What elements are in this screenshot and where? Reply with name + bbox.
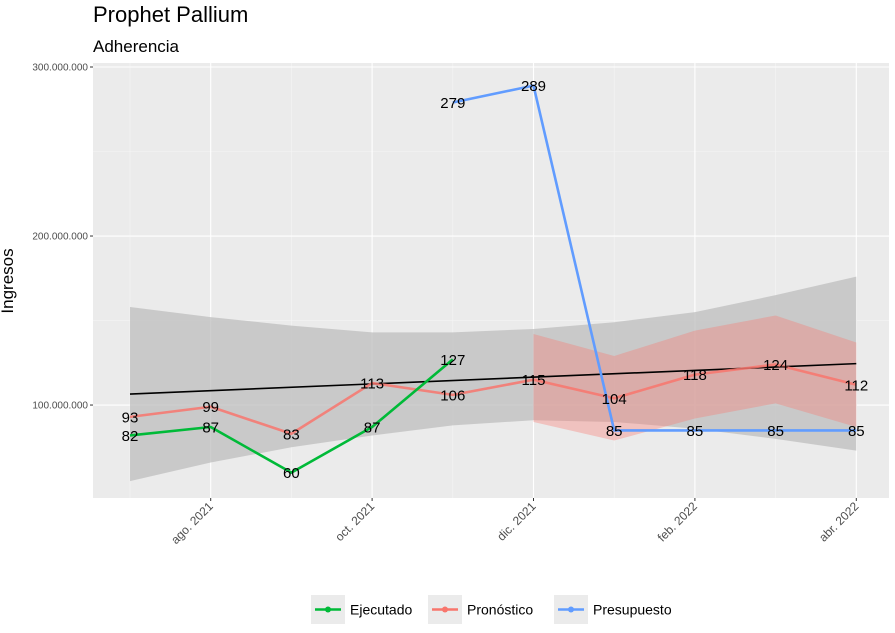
data-label: 115 [522,372,546,389]
chart-title: Prophet Pallium [93,2,248,27]
x-tick-label: dic. 2021 [494,499,539,544]
data-label: 60 [283,465,300,482]
data-label: 118 [683,367,707,384]
data-label: 99 [202,399,219,416]
legend-label: Presupuesto [593,602,672,618]
data-label: 106 [440,387,465,404]
data-label: 85 [606,423,623,440]
data-label: 124 [763,357,788,374]
x-tick-label: oct. 2021 [332,499,377,544]
data-label: 85 [767,423,784,440]
y-axis-label: Ingresos [0,248,17,313]
data-label: 289 [521,78,546,95]
x-tick-label: abr. 2022 [816,499,862,545]
x-tick-label: feb. 2022 [655,499,701,545]
data-label: 93 [122,409,139,426]
series-line-presupuesto [452,84,857,432]
legend-key-point [325,606,331,613]
chart-subtitle: Adherencia [93,37,180,56]
y-tick-label: 300.000.000 [32,63,88,74]
series-lines [129,84,857,474]
data-label: 85 [848,423,865,440]
legend-label: Pronóstico [467,602,533,618]
data-labels: 82 87 60 87 127 93 99 83 113 106 115 104 118 124 112 27… [122,78,869,482]
data-label: 83 [283,426,300,443]
y-tick-label: 100.000.000 [32,401,88,412]
series-line-ejecutado [129,358,454,474]
series-line-pronostico [129,363,857,436]
x-tick-label: ago. 2021 [168,499,216,547]
legend-key-point [568,606,574,613]
data-label: 113 [360,376,384,393]
data-label: 87 [202,420,219,437]
y-tick-label: 200.000.000 [32,232,88,243]
data-label: 104 [602,391,627,408]
legend-key-point [442,606,448,613]
legend: Ejecutado Pronóstico Presupuesto [311,595,672,624]
data-label: 85 [687,423,704,440]
forecast-confidence-band [533,315,857,441]
data-label: 112 [844,377,868,394]
data-label: 82 [122,428,139,445]
data-label: 279 [440,95,465,112]
data-label: 87 [364,420,381,437]
legend-label: Ejecutado [350,602,412,618]
data-label: 127 [440,352,465,369]
